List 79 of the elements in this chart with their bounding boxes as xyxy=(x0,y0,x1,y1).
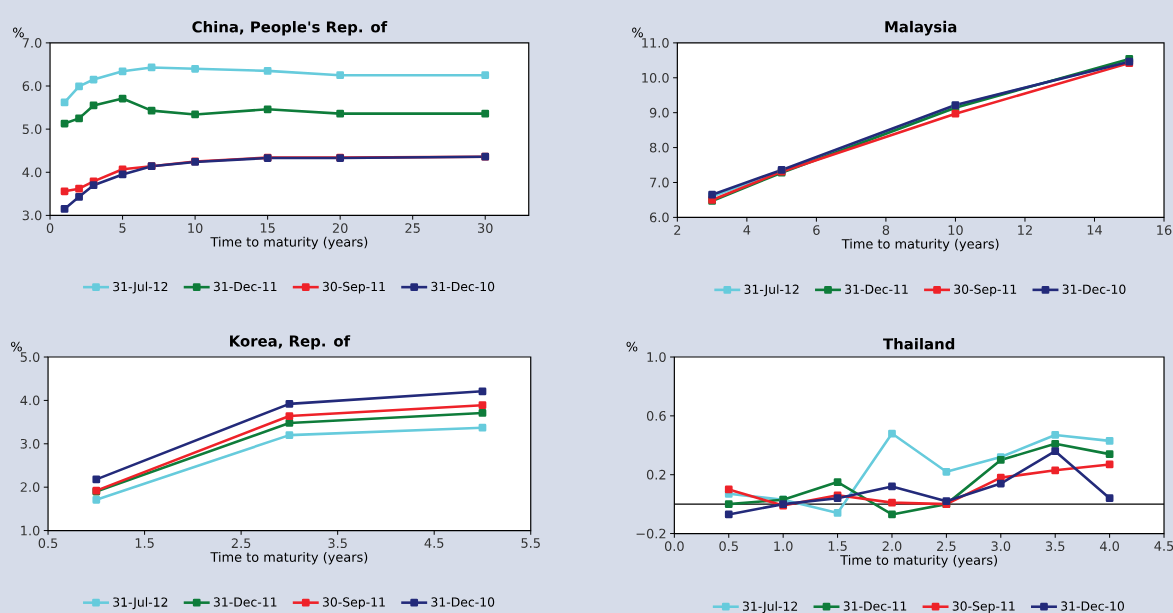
y-axis-title: % xyxy=(626,341,638,352)
x-axis-title: Time to maturity (years) xyxy=(210,236,368,250)
x-tick-label: 1.5 xyxy=(828,541,847,551)
legend-label: 31-Dec-10 xyxy=(1061,601,1124,611)
x-tick-label: 12 xyxy=(1018,225,1032,235)
legend-label: 31-Jul-12 xyxy=(113,281,168,294)
x-axis-title: Time to maturity (years) xyxy=(840,554,997,568)
legend-label: 30-Sep-11 xyxy=(954,284,1017,297)
x-tick-label: 0 xyxy=(46,223,54,233)
y-tick-label: 3.0 xyxy=(20,438,40,449)
x-tick-label: 4.5 xyxy=(1154,541,1173,551)
y-tick-label: 9.0 xyxy=(649,107,669,118)
x-tick-label: 10 xyxy=(948,225,963,235)
x-tick-label: 5.5 xyxy=(521,538,540,548)
x-tick-label: 3.5 xyxy=(328,538,347,548)
x-tick-label: 2.5 xyxy=(231,538,251,548)
y-tick-label: 1.0 xyxy=(21,525,40,536)
x-tick-label: 5 xyxy=(119,223,126,233)
legend-label: 31-Dec-11 xyxy=(213,281,277,292)
y-tick-label: 5.0 xyxy=(20,351,40,362)
x-tick-label: 20 xyxy=(332,223,348,233)
y-tick-label: 10.0 xyxy=(642,72,669,83)
legend-label: 31-Jul-12 xyxy=(744,284,799,297)
chart-title: Malaysia xyxy=(885,20,957,36)
y-tick-label: 0.6 xyxy=(646,410,666,421)
x-tick-label: 3.0 xyxy=(991,541,1011,551)
legend-label: 31-Jul-12 xyxy=(113,597,168,609)
x-tick-label: 2.0 xyxy=(882,541,902,551)
legend-label: 30-Sep-11 xyxy=(322,597,385,609)
y-tick-label: 7.0 xyxy=(22,37,42,48)
x-tick-label: 4 xyxy=(743,225,751,235)
legend-label: 31-Dec-10 xyxy=(431,281,495,292)
x-tick-label: 6 xyxy=(813,225,820,235)
x-tick-label: 8 xyxy=(882,225,890,235)
legend-label: 30-Sep-11 xyxy=(952,601,1015,613)
x-tick-label: 16 xyxy=(1157,225,1172,235)
y-tick-label: −0.2 xyxy=(636,528,666,539)
x-tick-label: 15 xyxy=(260,223,275,233)
y-tick-label: 6.0 xyxy=(22,80,42,91)
legend-label: 30-Sep-11 xyxy=(322,281,385,294)
x-tick-label: 25 xyxy=(405,223,420,233)
y-tick-label: 8.0 xyxy=(649,142,669,153)
y-tick-label: 7.0 xyxy=(650,177,669,188)
legend-label: 31-Dec-11 xyxy=(843,601,907,611)
x-tick-label: 2.5 xyxy=(937,541,956,551)
chart-title: Korea, Rep. of xyxy=(230,334,351,350)
y-tick-label: 6.0 xyxy=(649,212,669,223)
x-tick-label: 0.5 xyxy=(719,541,738,551)
y-tick-label: 11.0 xyxy=(642,37,669,48)
legend-label: 31-Dec-11 xyxy=(213,597,277,607)
x-tick-label: 0.5 xyxy=(38,538,58,548)
x-axis-title: Time to maturity (years) xyxy=(841,238,999,252)
x-tick-label: 4.0 xyxy=(1099,541,1120,551)
y-tick-label: 4.0 xyxy=(22,167,42,178)
x-axis-title: Time to maturity (years) xyxy=(210,551,368,565)
x-tick-label: 10 xyxy=(188,223,203,233)
chart-title: China, People's Rep. of xyxy=(192,20,388,36)
legend-label: 31-Dec-11 xyxy=(845,284,908,294)
y-tick-label: 4.0 xyxy=(20,395,40,406)
x-tick-label: 4.5 xyxy=(424,538,444,548)
x-tick-label: 30 xyxy=(477,223,493,233)
x-tick-label: 1.5 xyxy=(135,538,154,548)
y-tick-label: 1.0 xyxy=(647,351,666,362)
x-tick-label: 14 xyxy=(1087,225,1102,235)
chart-title: Thailand xyxy=(883,337,955,350)
x-tick-label: 0.0 xyxy=(664,541,684,551)
y-tick-label: 5.0 xyxy=(22,124,42,134)
x-tick-label: 2 xyxy=(674,225,681,235)
legend-label: 31-Dec-10 xyxy=(1062,284,1126,294)
y-tick-label: 3.0 xyxy=(22,210,42,221)
x-tick-label: 1.0 xyxy=(774,541,793,551)
legend-label: 31-Dec-10 xyxy=(431,597,495,607)
x-tick-label: 3.5 xyxy=(1045,541,1065,551)
y-tick-label: 2.0 xyxy=(20,482,40,492)
legend-label: 31-Jul-12 xyxy=(742,601,798,613)
y-tick-label: 0.2 xyxy=(646,469,666,480)
y-axis-title: % xyxy=(13,27,24,38)
y-axis-title: % xyxy=(632,27,643,38)
y-axis-title: % xyxy=(11,341,22,352)
